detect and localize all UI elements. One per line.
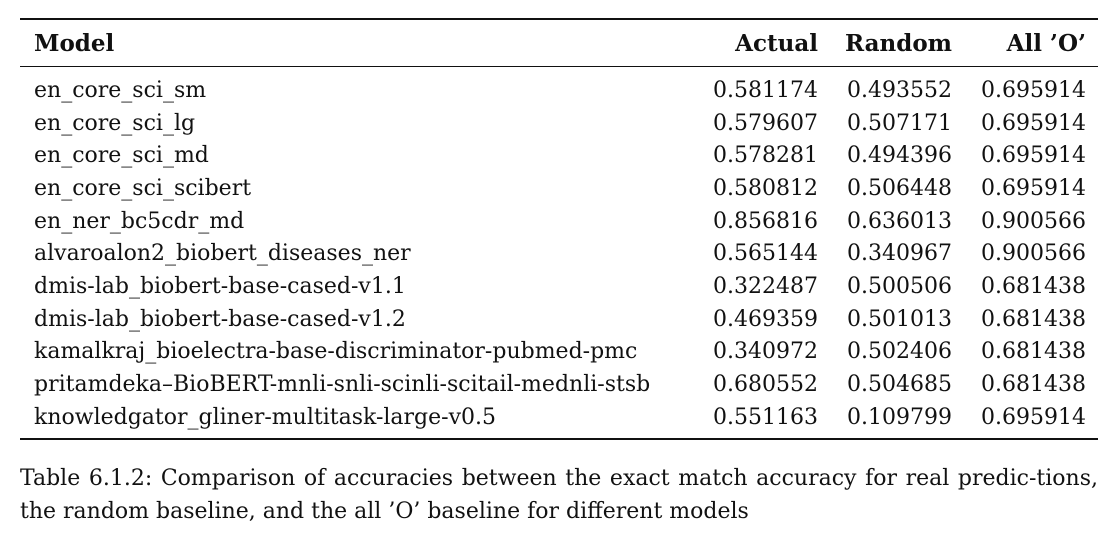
actual-cell: 0.578281: [713, 143, 818, 169]
random-cell: 0.340967: [847, 241, 952, 267]
random-cell: 0.494396: [847, 143, 952, 169]
model-name-cell: en_core_sci_scibert: [34, 175, 252, 201]
table-row: en_ner_bc5cdr_md 0.856816 0.636013 0.900566: [20, 205, 1098, 238]
table-row: dmis-lab_biobert-base-cased-v1.1 0.322487…: [20, 270, 1098, 303]
actual-cell: 0.579607: [713, 110, 818, 136]
all-o-cell: 0.900566: [981, 208, 1086, 234]
all-o-cell: 0.681438: [981, 339, 1086, 365]
random-cell: 0.506448: [847, 175, 952, 201]
all-o-cell: 0.681438: [981, 273, 1086, 299]
random-cell: 0.109799: [847, 404, 952, 430]
table-row: en_core_sci_md 0.578281 0.494396 0.695914: [20, 139, 1098, 172]
actual-cell: 0.581174: [713, 77, 818, 103]
actual-cell: 0.680552: [713, 372, 818, 398]
table-body: en_core_sci_sm 0.581174 0.493552 0.695914 en…: [20, 67, 1098, 438]
model-name-cell: kamalkraj_bioelectra-base-discriminator-…: [34, 339, 638, 365]
actual-cell: 0.565144: [713, 241, 818, 267]
table-bottom-rule: [20, 437, 1098, 440]
actual-cell: 0.322487: [713, 273, 818, 299]
table-row: en_core_sci_lg 0.579607 0.507171 0.695914: [20, 107, 1098, 140]
table-top-rule: [20, 18, 1098, 20]
model-name-cell: en_core_sci_sm: [34, 77, 207, 103]
model-name-cell: dmis-lab_biobert-base-cased-v1.1: [34, 273, 406, 299]
all-o-cell: 0.900566: [981, 241, 1086, 267]
table-row: pritamdeka–BioBERT-mnli-snli-scinli-scit…: [20, 368, 1098, 401]
actual-cell: 0.856816: [713, 208, 818, 234]
random-cell: 0.636013: [847, 208, 952, 234]
actual-cell: 0.551163: [713, 404, 818, 430]
all-o-cell: 0.695914: [981, 404, 1086, 430]
model-name-cell: en_ner_bc5cdr_md: [34, 208, 245, 234]
model-name-cell: pritamdeka–BioBERT-mnli-snli-scinli-scit…: [34, 372, 651, 398]
header-actual: Actual: [735, 29, 818, 57]
table-row: kamalkraj_bioelectra-base-discriminator-…: [20, 336, 1098, 369]
all-o-cell: 0.695914: [981, 77, 1086, 103]
all-o-cell: 0.695914: [981, 110, 1086, 136]
results-table: Model Actual Random All ’O’ en_core_sci_…: [20, 18, 1098, 440]
model-name-cell: knowledgator_gliner-multitask-large-v0.5: [34, 404, 496, 430]
all-o-cell: 0.681438: [981, 372, 1086, 398]
random-cell: 0.504685: [847, 372, 952, 398]
table-row: dmis-lab_biobert-base-cased-v1.2 0.469359…: [20, 303, 1098, 336]
random-cell: 0.501013: [847, 306, 952, 332]
table-row: knowledgator_gliner-multitask-large-v0.5…: [20, 401, 1098, 434]
actual-cell: 0.340972: [713, 339, 818, 365]
all-o-cell: 0.681438: [981, 306, 1086, 332]
all-o-cell: 0.695914: [981, 175, 1086, 201]
model-name-cell: en_core_sci_lg: [34, 110, 196, 136]
model-name-cell: alvaroalon2_biobert_diseases_ner: [34, 241, 411, 267]
table-header-row: Model Actual Random All ’O’: [20, 20, 1098, 66]
random-cell: 0.507171: [847, 110, 952, 136]
model-name-cell: en_core_sci_md: [34, 143, 209, 169]
table-row: alvaroalon2_biobert_diseases_ner 0.565144…: [20, 237, 1098, 270]
all-o-cell: 0.695914: [981, 143, 1086, 169]
table-row: en_core_sci_scibert 0.580812 0.506448 0.695…: [20, 172, 1098, 205]
random-cell: 0.502406: [847, 339, 952, 365]
header-random: Random: [844, 29, 952, 57]
random-cell: 0.500506: [847, 273, 952, 299]
model-name-cell: dmis-lab_biobert-base-cased-v1.2: [34, 306, 406, 332]
table-header-rule: [20, 66, 1098, 67]
table-row: en_core_sci_sm 0.581174 0.493552 0.695914: [20, 74, 1098, 107]
actual-cell: 0.580812: [713, 175, 818, 201]
actual-cell: 0.469359: [713, 306, 818, 332]
header-all-o: All ’O’: [1006, 29, 1086, 57]
random-cell: 0.493552: [847, 77, 952, 103]
table-caption: Table 6.1.2: Comparison of accuracies be…: [20, 466, 1098, 524]
header-model: Model: [34, 29, 115, 57]
